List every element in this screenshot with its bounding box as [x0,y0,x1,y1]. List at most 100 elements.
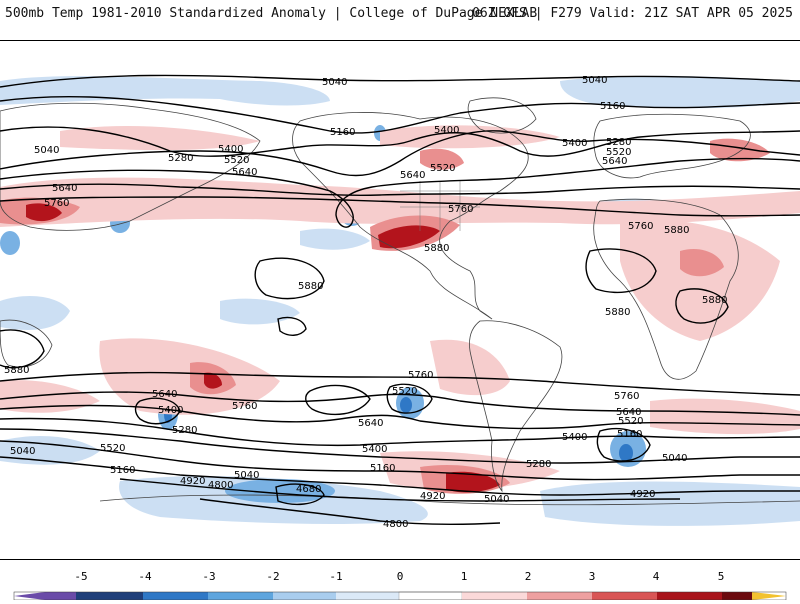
contour-5880-ring-australia [0,329,45,369]
contour-5160-south [0,440,800,481]
contour-5760-south [0,371,800,396]
anomaly-colorbar: -5 -4 -3 -2 -1 0 1 2 3 4 5 [0,570,800,601]
contour-label: 5760 [614,391,639,402]
contour-5280-south [0,428,800,464]
contour-label: 5280 [168,153,193,164]
contour-label: 5640 [52,183,77,194]
colorbar-segment [398,591,463,601]
colorbar-segment [208,592,273,600]
header: 500mb Temp 1981-2010 Standardized Anomal… [0,0,800,34]
colorbar-tick-label: -5 [74,570,88,583]
contour-label: 5880 [605,307,630,318]
cool-anomaly-shading [0,75,800,526]
contour-label: 5880 [4,365,29,376]
contour-5160-north [0,95,800,134]
contour-label: 5520 [430,163,455,174]
contour-label: 4920 [630,489,655,500]
contour-label: 5520 [606,147,631,158]
contour-label: 5640 [232,167,257,178]
contour-5880-ring-india [277,316,307,336]
contour-label: 5760 [232,401,257,412]
colorbar-arrow-low [14,592,45,600]
contour-label: 5040 [662,453,687,464]
us-states-grid [400,181,480,231]
contour-5880-ring-pacific [254,257,325,300]
contour-label: 5400 [158,405,183,416]
contour-label: 5880 [664,225,689,236]
contour-5280-north [0,126,800,157]
colorbar-tick-label: 3 [588,570,596,583]
colorbar-tick-label: 4 [652,570,660,583]
contour-label: 5760 [44,198,69,209]
contour-labels: 5040 5040 5160 5160 5280 5400 5520 5640 … [4,75,727,530]
south-america-outline [469,320,563,493]
contour-label: 5880 [298,281,323,292]
contour-label: 5040 [10,446,35,457]
contour-label: 5640 [152,389,177,400]
anomaly-map: 5040 5040 5160 5160 5280 5400 5520 5640 … [0,40,800,560]
contour-5040-south [0,456,800,496]
contour-label: 5640 [616,407,641,418]
colorbar-segment [45,592,76,600]
contour-label: 5040 [34,145,59,156]
contour-5400-ring-pacific [305,384,371,416]
australia-outline [0,319,53,368]
contour-5640-south [0,391,800,416]
colorbar-tick-label: -4 [138,570,152,583]
contour-5520-south [0,404,800,430]
colorbar-arrow-high [752,592,786,600]
contour-label: 5280 [172,425,197,436]
contour-label: 5520 [618,416,643,427]
contour-4920-south [119,478,681,502]
contour-label: 5160 [600,101,625,112]
north-america-outline [292,112,529,320]
contour-4800-south [199,498,501,525]
contour-5640-north [0,183,800,197]
contour-label: 5160 [370,463,395,474]
map-title: 500mb Temp 1981-2010 Standardized Anomal… [5,6,538,21]
contour-label: 5280 [606,137,631,148]
africa-outline [593,198,739,380]
colorbar-segment [273,592,336,600]
colorbar-tick-label: 0 [396,570,404,583]
contour-label: 5520 [224,155,249,166]
contour-5520-north [0,158,800,228]
contour-label: 5040 [322,77,347,88]
contour-label: 5640 [358,418,383,429]
contour-5400-ring-nz [134,397,181,425]
contour-5880-ring-africa [675,288,729,324]
contour-label: 5040 [234,470,259,481]
height-contours [0,74,800,525]
contour-label: 5400 [434,125,459,136]
strong-warm-anomaly [0,138,770,494]
asia-outline [0,102,261,231]
contour-label: 5160 [330,127,355,138]
contour-label: 5880 [702,295,727,306]
colorbar-tick-label: 5 [717,570,725,583]
colorbar-segment [76,592,143,600]
contour-label: 5760 [628,221,653,232]
contour-label: 5520 [392,386,417,397]
contour-label: 5640 [602,156,627,167]
model-run-info: 06Z GFS | F279 Valid: 21Z SAT APR 05 202… [472,6,793,21]
colorbar-segment [722,592,752,600]
contour-5160-ring-south-atlantic [596,427,651,462]
colorbar-segment [462,592,527,600]
contour-4680-ring [275,483,325,506]
contour-5040-north [0,74,800,88]
map-canvas: 5040 5040 5160 5160 5280 5400 5520 5640 … [0,41,800,559]
contour-label: 5520 [100,443,125,454]
contour-label: 4920 [180,476,205,487]
colorbar-tick-label: 2 [524,570,532,583]
colorbar-segment [143,592,208,600]
contour-5880-ring-atlantic [585,248,657,294]
greenland-outline [467,97,537,134]
colorbar-tick-label: -2 [266,570,280,583]
contour-label: 5400 [218,144,243,155]
contour-label: 5880 [424,243,449,254]
contour-5400-south [0,417,800,447]
contour-label: 5400 [562,138,587,149]
colorbar-tick-label: -1 [329,570,343,583]
contour-5760-north [0,196,800,217]
contour-label: 5040 [484,494,509,505]
